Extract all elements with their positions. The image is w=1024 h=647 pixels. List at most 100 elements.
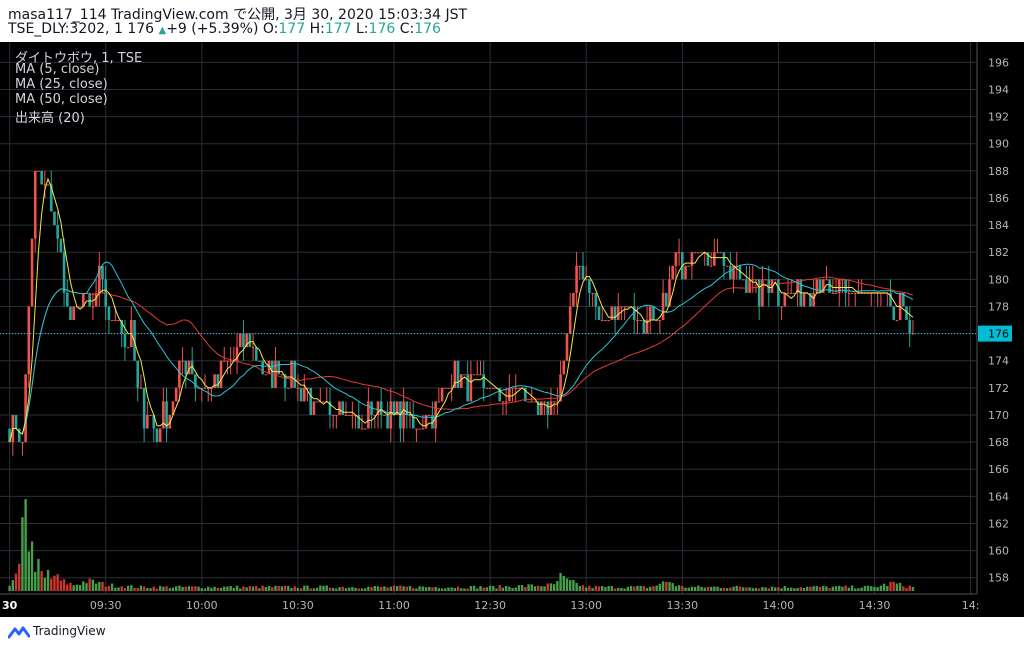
volume-bar [347,587,351,591]
candle-body [584,279,588,281]
candle-body [677,252,681,254]
volume-bar [447,587,450,591]
price-axis-tick: 168 [988,436,1009,449]
open-label: O: [262,21,279,37]
price-chart[interactable]: 158 160 162 164 166 168 170 172 174 176 178 180 182 1… [0,42,1024,617]
volume-bar [687,587,690,591]
volume-bar [780,588,783,591]
price-axis-tick: 194 [988,83,1009,96]
volume-bar [639,585,642,591]
volume-bar [440,588,444,591]
volume-bar [415,588,418,591]
volume-bar [261,585,264,591]
volume-bar [136,587,139,591]
candle-body [876,292,879,294]
volume-bar [520,584,524,591]
volume-bar [524,586,527,591]
volume-bar [770,586,774,591]
volume-bar [168,588,171,591]
volume-bar [802,587,806,591]
volume-bar [508,586,511,591]
candle-body [341,401,345,415]
candle-body [43,184,47,186]
candle-body [475,374,479,376]
candle-body [168,414,172,429]
volume-bar [799,587,803,591]
candle-body [453,360,457,388]
volume-bar [895,583,899,591]
candle-body [508,387,511,402]
volume-bar [732,586,735,591]
volume-bar [149,588,152,591]
volume-bar [713,586,716,591]
candle-body [668,279,671,307]
volume-bar [130,585,133,591]
candle-body [322,401,325,403]
volume-bar [245,587,248,591]
candle-body [770,279,774,293]
volume-bar [363,588,367,591]
price-axis-tick: 160 [988,545,1009,558]
candle-body [831,292,835,294]
candle-body [818,279,822,293]
volume-bar [488,585,492,591]
volume-bar [232,587,236,591]
candle-body [869,292,873,294]
candle-body [427,414,431,416]
volume-bar [844,585,847,591]
price-axis-tick: 166 [988,463,1009,476]
volume-bar [546,583,549,591]
volume-bar [216,587,220,591]
candle-body [834,292,838,294]
volume-bar [357,588,360,591]
candle-body [94,292,98,307]
legend-ma25: MA (25, close) [15,77,108,92]
candle-body [719,252,723,254]
candle-body [242,333,245,348]
volume-bar [53,575,56,591]
volume-bar [50,578,53,591]
volume-bar [854,588,857,591]
candle-body [498,387,502,402]
volume-bar [879,585,883,591]
volume-bar [815,586,819,591]
volume-bar [873,586,876,591]
candle-body [463,374,466,376]
volume-bar [610,585,614,591]
volume-bar [597,586,601,591]
volume-bar [424,587,428,591]
volume-bar [764,587,767,591]
volume-bar [344,588,348,591]
candle-body [626,306,630,308]
volume-bar [75,584,79,591]
volume-bar [354,587,357,591]
volume-bar [866,585,870,591]
candle-body [411,414,415,429]
candle-body [674,252,678,266]
volume-bar [466,588,469,591]
volume-bar [98,581,101,591]
candle-body [440,387,444,402]
candle-body [146,414,149,429]
candle-body [200,387,204,389]
candle-body [802,292,806,307]
volume-bar [444,588,447,591]
candle-body [101,265,104,280]
low-label: L: [356,21,369,37]
volume-bar [213,586,216,591]
candle-body [636,320,639,322]
candle-body [594,292,598,307]
candle-body [482,374,485,388]
volume-bar [572,579,575,591]
volume-bar [59,580,63,591]
candle-body [447,387,450,389]
candle-body [479,374,482,376]
price-axis-tick: 188 [988,165,1009,178]
candle-body [616,306,620,321]
volume-bar [674,586,678,591]
volume-bar [479,586,482,591]
volume-bar [223,586,226,591]
volume-bar [219,587,223,591]
volume-bar [72,585,75,591]
candle-body [24,374,27,443]
